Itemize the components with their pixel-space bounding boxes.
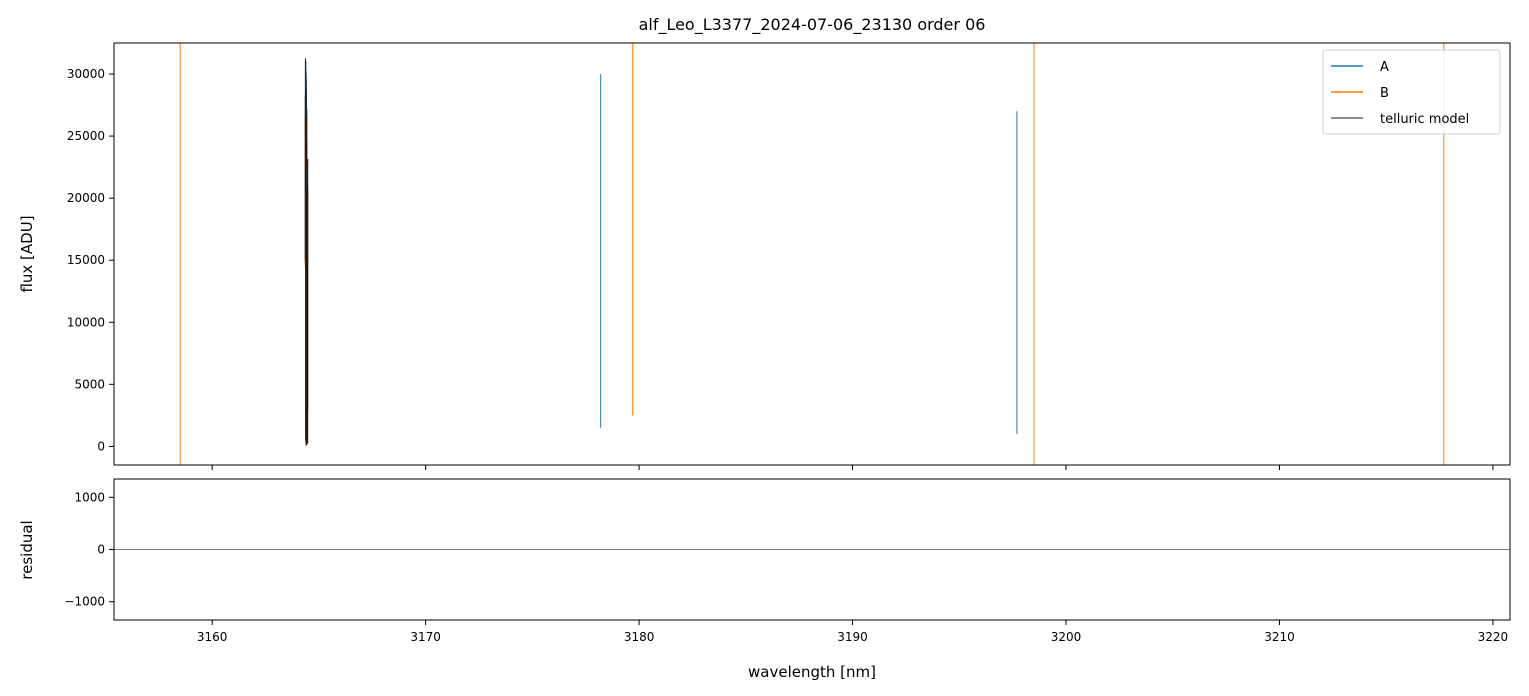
- flux-ytick-label-0: 0: [97, 439, 105, 453]
- flux-frame: [113, 42, 1511, 466]
- legend-label-a: A: [1380, 60, 1389, 75]
- residual-xtick-label-6: 3220: [1478, 630, 1509, 644]
- flux-plot-area: [114, 43, 1510, 465]
- residual-xtick-label-4: 3200: [1051, 630, 1082, 644]
- residual-xlabel: wavelength [nm]: [748, 663, 876, 681]
- flux-panel: 0 5000 10000 15000 20000 25000 30000 flux [ADU…: [18, 42, 1511, 470]
- legend-box: [1322, 49, 1501, 135]
- legend-label-telluric: telluric model: [1380, 112, 1469, 127]
- flux-ytick-label-2: 10000: [67, 315, 105, 329]
- residual-xtick-label-2: 3180: [624, 630, 655, 644]
- residual-ylabel: residual: [18, 520, 36, 579]
- residual-xtick-label-3: 3190: [837, 630, 868, 644]
- flux-line-telluric-b-seg-2: [306, 185, 309, 444]
- residual-ytick-label-0: −1000: [64, 595, 105, 609]
- flux-ytick-label-6: 30000: [67, 67, 105, 81]
- flux-ytick-label-1: 5000: [74, 377, 105, 391]
- chart-title: alf_Leo_L3377_2024-07-06_23130 order 06: [639, 15, 986, 35]
- legend-label-b: B: [1380, 86, 1389, 101]
- residual-xtick-label-1: 3170: [410, 630, 441, 644]
- residual-xtick-label-0: 3160: [197, 630, 228, 644]
- residual-frame: [113, 478, 1511, 621]
- flux-ytick-label-5: 25000: [67, 129, 105, 143]
- flux-ytick-label-4: 20000: [67, 191, 105, 205]
- residual-ytick-label-2: 1000: [74, 490, 105, 504]
- legend: A B telluric model: [1322, 49, 1501, 135]
- flux-series-group: [179, 43, 1445, 465]
- flux-y-ticks: 0 5000 10000 15000 20000 25000 30000: [67, 67, 114, 453]
- flux-ylabel: flux [ADU]: [18, 215, 36, 292]
- flux-line-telluric-b-seg-1: [305, 117, 308, 446]
- flux-x-ticks: [211, 465, 1494, 470]
- residual-x-ticks: 3160 3170 3180 3190 3200 3210 3220: [197, 620, 1508, 644]
- flux-ytick-label-3: 15000: [67, 253, 105, 267]
- residual-y-ticks: −1000 0 1000: [64, 490, 114, 609]
- residual-xtick-label-5: 3210: [1264, 630, 1295, 644]
- residual-ytick-label-1: 0: [97, 543, 105, 557]
